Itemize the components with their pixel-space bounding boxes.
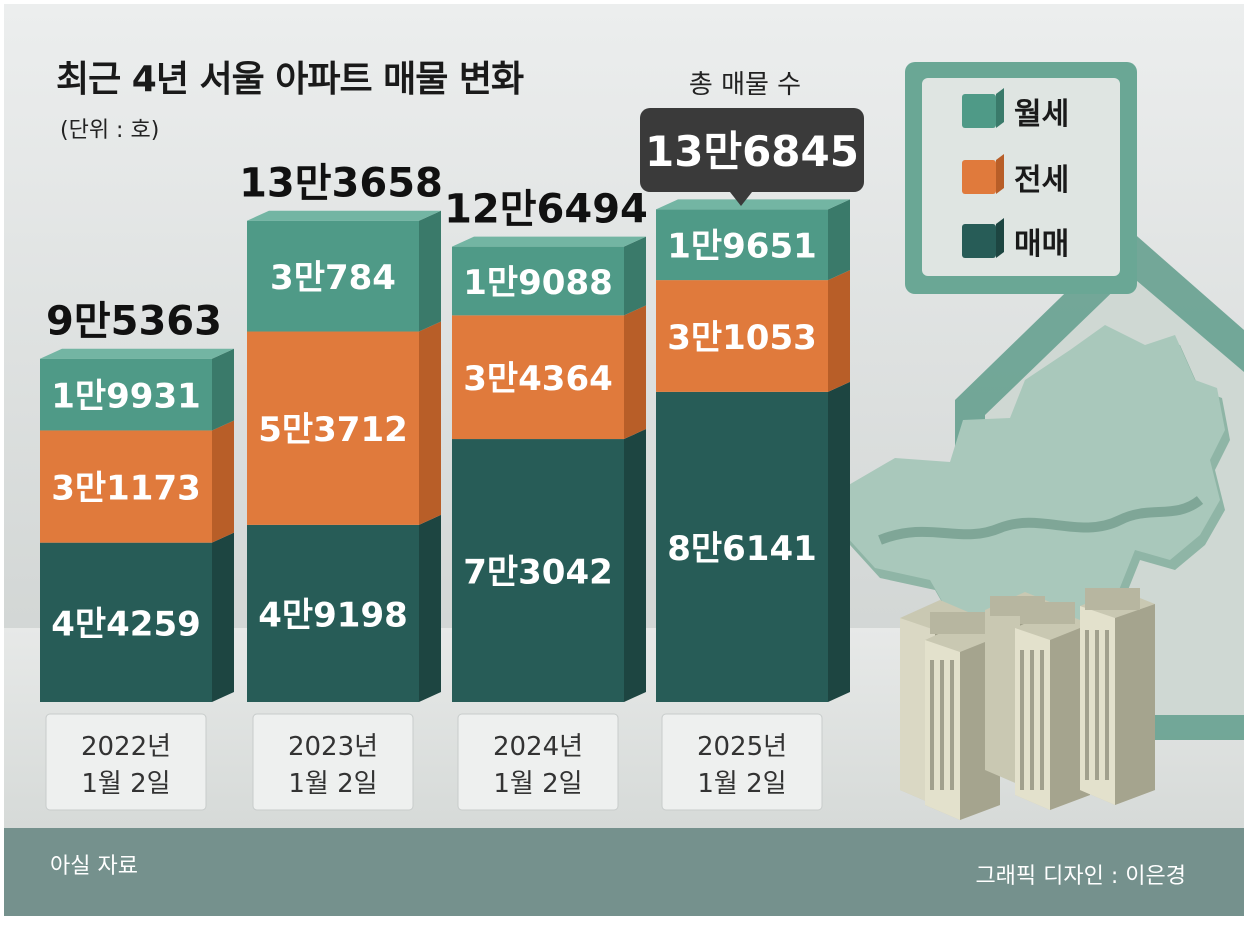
date-box-3 <box>661 713 823 811</box>
x-tick-label-year-0: 2022년 <box>81 732 171 762</box>
source-note: 아실 자료 <box>50 854 138 879</box>
design-credit: 그래픽 디자인 : 이은경 <box>975 864 1186 889</box>
bar-segment-월세-2 <box>452 246 624 316</box>
total-caption: 총 매물 수 <box>688 70 802 100</box>
data-label-매매-1: 4만9198 <box>258 595 408 635</box>
total-label-1: 13만3658 <box>239 161 443 207</box>
date-box-0 <box>45 713 207 811</box>
x-tick-label-year-2: 2024년 <box>493 732 583 762</box>
data-label-월세-3: 1만9651 <box>667 227 817 267</box>
x-tick-label-year-1: 2023년 <box>288 732 378 762</box>
data-label-매매-3: 8만6141 <box>667 529 817 569</box>
bar-segment-전세-2 <box>452 315 624 440</box>
total-highlight-box <box>640 108 864 192</box>
bar-side-월세-0 <box>212 348 234 431</box>
bar-top-3 <box>656 199 850 210</box>
bar-top-2 <box>452 236 646 247</box>
legend-swatch-월세 <box>962 94 996 128</box>
bar-segment-전세-3 <box>656 280 828 392</box>
legend-swatch-매매 <box>962 224 996 258</box>
legend-swatch-side-매매 <box>996 218 1004 258</box>
legend-label-월세: 월세 <box>1014 97 1069 132</box>
total-label-2: 12만6494 <box>444 187 648 233</box>
total-label-3: 13만6845 <box>645 127 859 176</box>
total-label-0: 9만5363 <box>46 299 222 345</box>
apartment-buildings-icon <box>900 588 1155 820</box>
bar-segment-월세-3 <box>656 209 828 281</box>
data-label-매매-2: 7만3042 <box>463 553 613 593</box>
chart-title: 최근 4년 서울 아파트 매물 변화 <box>56 59 524 100</box>
seoul-map-icon <box>840 325 1230 640</box>
bar-side-매매-3 <box>828 381 850 702</box>
x-tick-label-year-3: 2025년 <box>697 732 787 762</box>
data-label-월세-2: 1만9088 <box>463 263 613 303</box>
data-label-전세-1: 5만3712 <box>258 410 408 450</box>
bar-segment-매매-0 <box>40 542 212 702</box>
x-tick-label-date-1: 1월 2일 <box>288 769 377 799</box>
footer-bar <box>4 828 1244 916</box>
legend-swatch-side-전세 <box>996 154 1004 194</box>
bar-segment-전세-1 <box>247 331 419 525</box>
bar-segment-월세-0 <box>40 358 212 431</box>
bar-side-전세-3 <box>828 270 850 392</box>
bar-side-매매-0 <box>212 532 234 702</box>
data-label-전세-0: 3만1173 <box>51 469 201 509</box>
legend-swatch-side-월세 <box>996 88 1004 128</box>
bar-segment-월세-1 <box>247 220 419 332</box>
bar-top-0 <box>40 348 234 359</box>
bar-side-전세-0 <box>212 420 234 543</box>
bar-side-월세-2 <box>624 236 646 316</box>
bar-segment-매매-2 <box>452 439 624 702</box>
bar-segment-매매-1 <box>247 524 419 702</box>
data-label-전세-3: 3만1053 <box>667 318 817 358</box>
bar-side-월세-1 <box>419 210 441 332</box>
total-highlight-pointer <box>730 192 752 206</box>
bar-top-1 <box>247 210 441 221</box>
date-box-2 <box>457 713 619 811</box>
chart-unit: (단위 : 호) <box>60 118 160 143</box>
x-tick-label-date-0: 1월 2일 <box>81 769 170 799</box>
bar-side-매매-1 <box>419 514 441 702</box>
data-label-전세-2: 3만4364 <box>463 359 613 399</box>
data-label-월세-1: 3만784 <box>270 258 396 298</box>
bar-side-전세-1 <box>419 321 441 525</box>
legend-swatch-전세 <box>962 160 996 194</box>
legend-label-전세: 전세 <box>1014 163 1069 198</box>
x-tick-label-date-2: 1월 2일 <box>493 769 582 799</box>
data-label-월세-0: 1만9931 <box>51 377 201 417</box>
legend-label-매매: 매매 <box>1014 227 1069 262</box>
bar-segment-전세-0 <box>40 430 212 543</box>
bar-side-월세-3 <box>828 199 850 281</box>
bar-side-전세-2 <box>624 305 646 440</box>
date-box-1 <box>252 713 414 811</box>
bar-side-매매-2 <box>624 429 646 702</box>
bar-segment-매매-3 <box>656 391 828 702</box>
data-label-매매-0: 4만4259 <box>51 604 201 644</box>
x-tick-label-date-3: 1월 2일 <box>697 769 786 799</box>
